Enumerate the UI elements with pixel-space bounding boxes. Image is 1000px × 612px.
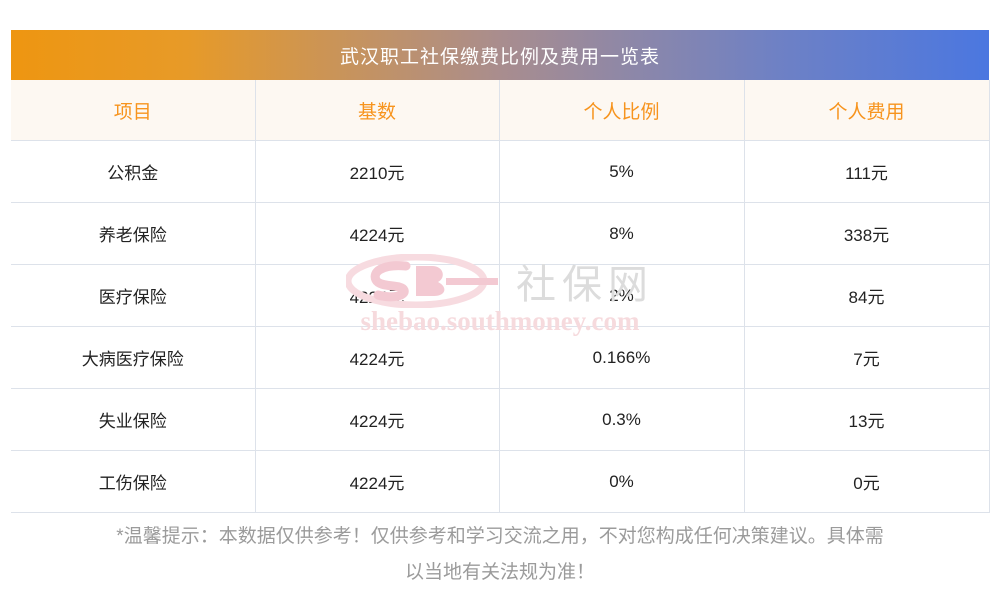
- cell-base: 2210元: [255, 140, 500, 203]
- column-header-base: 基数: [255, 80, 500, 141]
- column-header-item: 项目: [11, 80, 256, 141]
- cell-rate: 2%: [499, 264, 745, 327]
- cell-base: 4224元: [255, 202, 500, 265]
- page-title: 武汉职工社保缴费比例及费用一览表: [339, 46, 660, 68]
- cell-fee: 0元: [744, 450, 990, 513]
- table-row: 公积金 2210元 5% 111元: [11, 140, 990, 203]
- cell-item: 医疗保险: [11, 264, 256, 327]
- cell-item: 养老保险: [11, 202, 256, 265]
- cell-item: 工伤保险: [11, 450, 256, 513]
- cell-item: 大病医疗保险: [11, 326, 256, 389]
- table-row: 医疗保险 4224元 2% 84元: [11, 264, 990, 327]
- cell-fee: 111元: [744, 140, 990, 203]
- table-row: 养老保险 4224元 8% 338元: [11, 202, 990, 265]
- cell-fee: 7元: [744, 326, 990, 389]
- footer-disclaimer: *温馨提示：本数据仅供参考！仅供参考和学习交流之用，不对您构成任何决策建议。具体…: [10, 519, 990, 591]
- cell-rate: 8%: [499, 202, 745, 265]
- cell-fee: 13元: [744, 388, 990, 451]
- social-insurance-table: 项目 基数 个人比例 个人费用 公积金 2210元 5% 111元 养老保险 4…: [11, 80, 990, 513]
- cell-base: 4224元: [255, 450, 500, 513]
- cell-rate: 0%: [499, 450, 745, 513]
- footer-line-1: *温馨提示：本数据仅供参考！仅供参考和学习交流之用，不对您构成任何决策建议。具体…: [116, 526, 884, 547]
- table-header-row: 项目 基数 个人比例 个人费用: [11, 80, 990, 141]
- cell-item: 公积金: [11, 140, 256, 203]
- cell-rate: 5%: [499, 140, 745, 203]
- table-row: 大病医疗保险 4224元 0.166% 7元: [11, 326, 990, 389]
- cell-base: 4224元: [255, 388, 500, 451]
- social-insurance-table-container: 项目 基数 个人比例 个人费用 公积金 2210元 5% 111元 养老保险 4…: [11, 80, 990, 513]
- cell-rate: 0.3%: [499, 388, 745, 451]
- cell-fee: 338元: [744, 202, 990, 265]
- table-row: 工伤保险 4224元 0% 0元: [11, 450, 990, 513]
- footer-line-2: 以当地有关法规为准！: [404, 562, 595, 583]
- cell-fee: 84元: [744, 264, 990, 327]
- column-header-personal-rate: 个人比例: [499, 80, 745, 141]
- cell-rate: 0.166%: [499, 326, 745, 389]
- cell-base: 4224元: [255, 326, 500, 389]
- table-title-bar: 武汉职工社保缴费比例及费用一览表: [11, 30, 989, 80]
- table-row: 失业保险 4224元 0.3% 13元: [11, 388, 990, 451]
- column-header-personal-fee: 个人费用: [744, 80, 990, 141]
- cell-item: 失业保险: [11, 388, 256, 451]
- cell-base: 4224元: [255, 264, 500, 327]
